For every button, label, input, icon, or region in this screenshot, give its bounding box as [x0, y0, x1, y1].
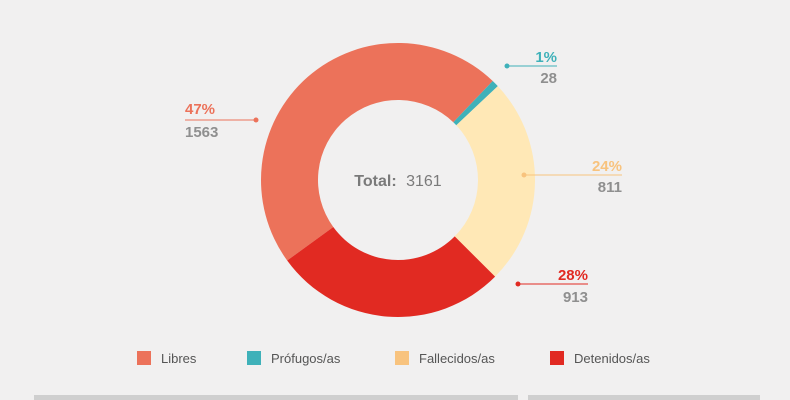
callout-labels: 47% 1563 1% 28 24% 811 28% 913 — [185, 49, 622, 306]
donut-slices — [260, 42, 535, 317]
legend-item-fallecidos[interactable]: Fallecidos/as — [395, 348, 495, 368]
legend-swatch-profugos — [247, 351, 261, 365]
legend-label-detenidos: Detenidos/as — [574, 350, 650, 366]
legend-item-detenidos[interactable]: Detenidos/as — [550, 348, 650, 368]
legend-label-fallecidos: Fallecidos/as — [419, 350, 495, 366]
leader-dot-libres — [253, 117, 259, 123]
leader-dot-fallecidos-as — [521, 172, 527, 178]
count-label-fallecidos-as: 811 — [598, 179, 622, 196]
count-label-profugos-as: 28 — [540, 70, 557, 87]
slice-libres[interactable] — [260, 42, 493, 261]
legend-swatch-detenidos — [550, 351, 564, 365]
total-text: Total: 3161 — [354, 173, 442, 190]
legend-label-libres: Libres — [161, 350, 197, 366]
callout-leaders — [185, 63, 622, 287]
total-value: 3161 — [406, 173, 442, 190]
legend-swatch-libres — [137, 351, 151, 365]
bottom-bar-right — [528, 395, 760, 400]
leader-dot-detenidos-as — [515, 281, 521, 287]
legend-item-libres[interactable]: Libres — [137, 348, 196, 368]
leader-dot-profugos-as — [504, 63, 510, 69]
percent-label-detenidos-as: 28% — [558, 267, 588, 284]
slice-detenidos-as[interactable] — [287, 227, 496, 317]
slice-fallecidos-as[interactable] — [454, 86, 535, 277]
total-label: Total: — [354, 173, 396, 190]
count-label-libres: 1563 — [185, 124, 218, 141]
percent-label-fallecidos-as: 24% — [592, 158, 622, 175]
slice-profugos-as[interactable] — [453, 81, 498, 126]
percent-label-profugos-as: 1% — [535, 49, 557, 66]
legend-swatch-fallecidos — [395, 351, 409, 365]
legend-label-profugos: Prófugos/as — [271, 350, 341, 366]
count-label-detenidos-as: 913 — [563, 289, 588, 306]
legend: Libres Prófugos/as Fallecidos/as Detenid… — [0, 348, 790, 368]
percent-label-libres: 47% — [185, 101, 215, 118]
legend-item-profugos[interactable]: Prófugos/as — [247, 348, 340, 368]
bottom-bar-left — [34, 395, 518, 400]
